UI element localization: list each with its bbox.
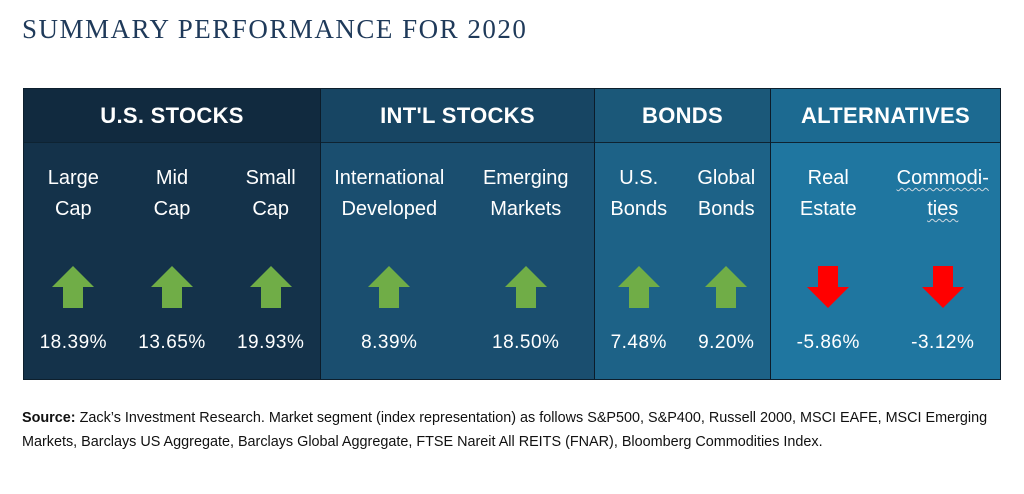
column-emerging-markets: Emerging Markets 18.50% (458, 143, 595, 381)
column-value: 8.39% (361, 332, 418, 353)
column-label: Real Estate (799, 167, 857, 220)
column-real-estate: Real Estate -5.86% (771, 143, 886, 381)
source-note: Source: Zack’s Investment Research. Mark… (22, 406, 1008, 454)
down-arrow-icon (807, 266, 850, 308)
up-arrow-icon (52, 266, 95, 308)
segment-intl-stocks: INT'L STOCKS International Developed 8.3… (320, 89, 594, 379)
segment-heading: ALTERNATIVES (771, 89, 1000, 143)
column-mid-cap: Mid Cap 13.65% (123, 143, 222, 381)
segment-us-stocks: U.S. STOCKS Large Cap 18.39% Mid Cap 13.… (24, 89, 320, 379)
source-text: Zack’s Investment Research. Market segme… (22, 410, 988, 450)
column-value: -3.12% (911, 332, 975, 353)
column-international-developed: International Developed 8.39% (321, 143, 458, 381)
column-label: Large Cap (47, 167, 99, 220)
up-arrow-icon (504, 266, 547, 308)
segment-heading: U.S. STOCKS (24, 89, 320, 143)
column-value: 9.20% (698, 332, 755, 353)
column-small-cap: Small Cap 19.93% (221, 143, 320, 381)
up-arrow-icon (368, 266, 411, 308)
up-arrow-icon (617, 266, 660, 308)
column-label: Global Bonds (697, 167, 756, 220)
column-large-cap: Large Cap 18.39% (24, 143, 123, 381)
column-value: 7.48% (610, 332, 667, 353)
column-label: U.S. Bonds (610, 167, 668, 220)
column-label: Emerging Markets (482, 167, 569, 220)
column-label: Commodi- ties (896, 167, 989, 220)
column-label: Small Cap (245, 167, 296, 220)
up-arrow-icon (249, 266, 292, 308)
column-us-bonds: U.S. Bonds 7.48% (595, 143, 683, 381)
column-value: 18.39% (39, 332, 108, 353)
up-arrow-icon (705, 266, 748, 308)
segment-alternatives: ALTERNATIVES Real Estate -5.86% Commodi-… (770, 89, 1000, 379)
column-commodities: Commodi- ties -3.12% (886, 143, 1001, 381)
column-value: -5.86% (796, 332, 860, 353)
performance-panel: U.S. STOCKS Large Cap 18.39% Mid Cap 13.… (23, 88, 1001, 380)
segment-bonds: BONDS U.S. Bonds 7.48% Global Bonds 9.20… (594, 89, 770, 379)
column-value: 19.93% (236, 332, 305, 353)
down-arrow-icon (921, 266, 964, 308)
segment-heading: BONDS (595, 89, 770, 143)
column-value: 13.65% (138, 332, 206, 353)
column-label: International Developed (334, 167, 445, 220)
column-label: Mid Cap (153, 167, 191, 220)
column-value: 18.50% (492, 332, 560, 353)
page-title: SUMMARY PERFORMANCE FOR 2020 (22, 14, 528, 44)
segment-heading: INT'L STOCKS (321, 89, 594, 143)
source-label: Source: (22, 410, 76, 426)
up-arrow-icon (151, 266, 193, 308)
column-global-bonds: Global Bonds 9.20% (683, 143, 771, 381)
